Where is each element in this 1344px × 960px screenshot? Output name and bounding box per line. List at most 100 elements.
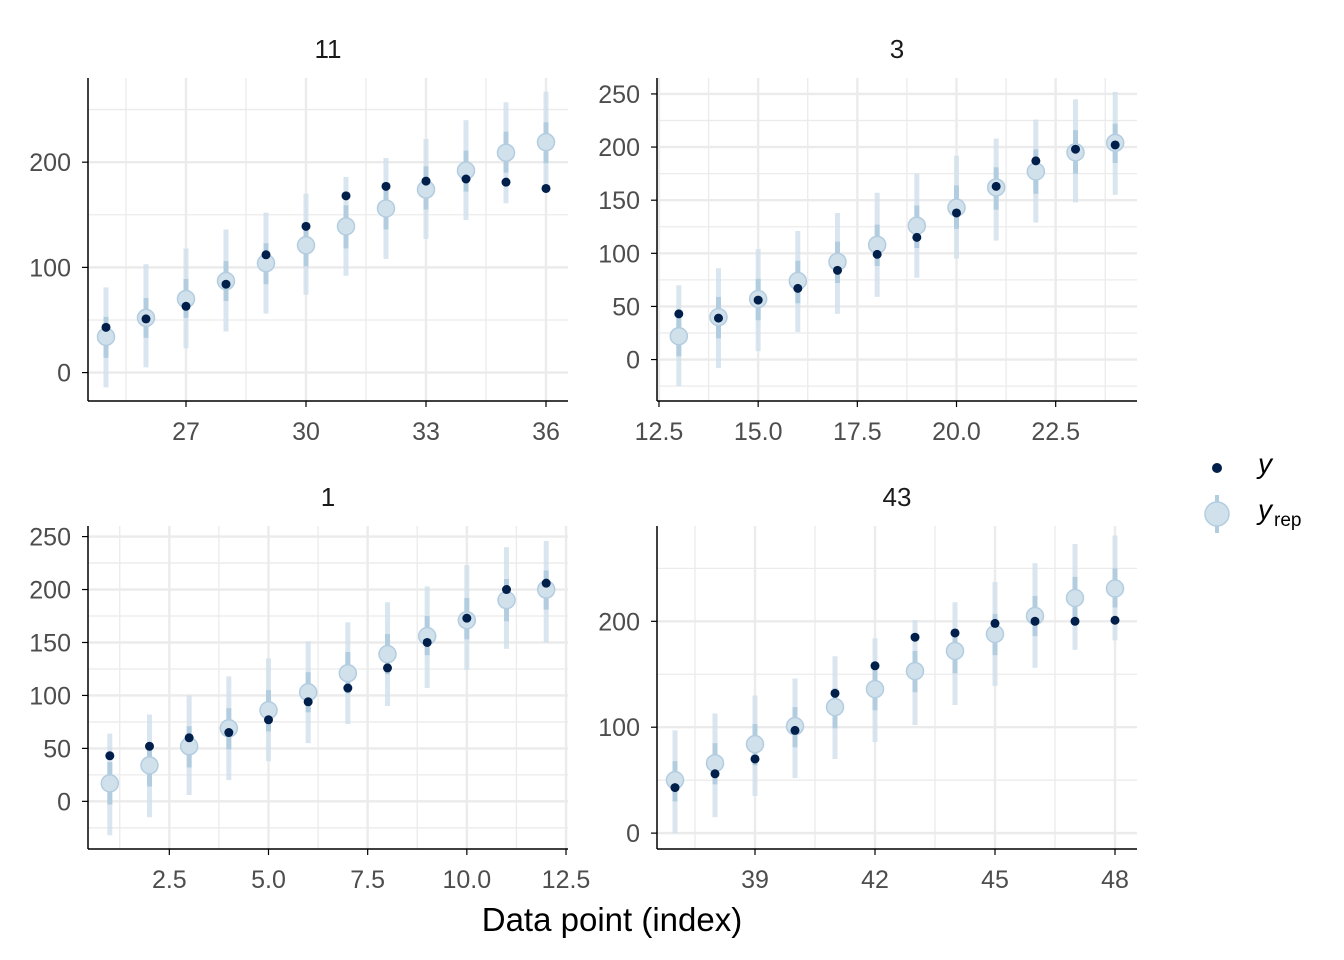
y-observed-point <box>910 632 920 642</box>
yrep-median-point <box>669 326 689 346</box>
y-tick-label: 250 <box>29 524 71 552</box>
panel-title: 11 <box>315 34 342 64</box>
yrep-median-point <box>905 661 925 681</box>
y-observed-point <box>990 618 1000 628</box>
y-observed-point <box>422 637 432 647</box>
y-tick-label: 0 <box>57 788 71 816</box>
yrep-median-point <box>378 644 397 664</box>
x-tick-label: 33 <box>412 418 440 446</box>
y-observed-point <box>991 181 1001 191</box>
y-observed-point <box>303 697 313 707</box>
x-tick-label: 17.5 <box>833 418 882 446</box>
y-observed-point <box>541 578 551 588</box>
data-marks <box>665 535 1125 834</box>
y-observed-point <box>1070 616 1080 626</box>
legend: y y rep <box>1204 448 1301 533</box>
y-observed-point <box>1030 616 1040 626</box>
y-tick-label: 150 <box>598 187 640 215</box>
legend-y-label: y <box>1256 448 1274 479</box>
y-tick-label: 100 <box>598 714 640 742</box>
y-observed-point <box>753 295 763 305</box>
y-observed-point <box>832 265 842 275</box>
legend-y-swatch <box>1212 463 1222 473</box>
x-tick-label: 27 <box>172 418 200 446</box>
legend-yrep-base: y <box>1256 494 1274 525</box>
y-observed-point <box>750 754 760 764</box>
panel-title: 1 <box>321 482 335 512</box>
yrep-median-point <box>536 132 556 152</box>
y-observed-point <box>144 741 154 751</box>
yrep-median-point <box>376 199 396 218</box>
y-observed-point <box>261 250 271 260</box>
y-observed-point <box>1110 615 1120 625</box>
yrep-median-point <box>497 590 516 610</box>
y-tick-label: 100 <box>29 254 71 282</box>
y-observed-point <box>793 283 803 293</box>
y-tick-label: 200 <box>29 577 71 605</box>
yrep-median-point <box>985 624 1005 644</box>
y-observed-point <box>105 751 115 761</box>
legend-yrep-label: y rep <box>1256 494 1301 531</box>
y-tick-label: 50 <box>612 293 640 321</box>
y-tick-label: 100 <box>598 240 640 268</box>
yrep-median-point <box>1105 579 1125 598</box>
x-tick-label: 12.5 <box>542 866 591 894</box>
y-observed-point <box>674 309 684 319</box>
y-observed-point <box>184 733 194 743</box>
y-observed-point <box>670 783 680 793</box>
grid <box>88 78 568 401</box>
y-tick-label: 150 <box>29 629 71 657</box>
y-observed-point <box>221 279 231 289</box>
data-marks <box>669 91 1125 387</box>
x-tick-label: 48 <box>1101 866 1129 894</box>
panel-title: 43 <box>883 482 912 512</box>
legend-yrep-sub: rep <box>1274 510 1301 531</box>
y-tick-label: 0 <box>57 360 71 388</box>
grid <box>657 526 1137 849</box>
y-observed-point <box>502 585 512 595</box>
yrep-median-point <box>1026 162 1046 181</box>
y-observed-point <box>713 313 723 323</box>
x-axis-label: Data point (index) <box>482 901 742 938</box>
yrep-median-point <box>336 217 356 236</box>
x-tick-label: 5.0 <box>251 866 286 894</box>
y-observed-point <box>383 663 393 673</box>
y-observed-point <box>224 728 234 738</box>
yrep-median-point <box>338 663 358 683</box>
x-tick-label: 22.5 <box>1031 418 1080 446</box>
y-tick-label: 200 <box>598 134 640 162</box>
yrep-median-point <box>496 143 516 162</box>
yrep-median-point <box>825 697 845 717</box>
x-tick-label: 30 <box>292 418 320 446</box>
x-tick-label: 20.0 <box>932 418 981 446</box>
yrep-median-point <box>296 236 316 255</box>
panel-title: 3 <box>890 34 904 64</box>
y-tick-label: 200 <box>598 608 640 636</box>
x-tick-label: 45 <box>981 866 1009 894</box>
yrep-median-point <box>907 216 927 235</box>
grid <box>657 78 1137 401</box>
y-observed-point <box>1110 140 1120 150</box>
y-observed-point <box>381 181 391 191</box>
data-marks <box>96 91 556 388</box>
y-observed-point <box>710 769 720 779</box>
y-observed-point <box>830 688 840 698</box>
yrep-median-point <box>945 641 965 661</box>
panel-3: 3 12.5 15.0 17.5 20.0 22.5 0 50 100 150 200 250 <box>598 34 1137 446</box>
panel-11: 11 27 30 33 36 0 100 200 <box>29 34 568 446</box>
yrep-median-point <box>865 679 885 699</box>
y-observed-point <box>872 249 882 259</box>
y-observed-point <box>501 177 511 187</box>
y-observed-point <box>101 322 111 332</box>
y-tick-label: 250 <box>598 81 640 109</box>
x-tick-label: 2.5 <box>152 866 187 894</box>
y-tick-label: 100 <box>29 682 71 710</box>
yrep-median-point <box>745 734 765 754</box>
y-tick-label: 0 <box>626 820 640 848</box>
y-observed-point <box>1031 156 1041 166</box>
x-tick-label: 10.0 <box>443 866 492 894</box>
y-observed-point <box>950 628 960 638</box>
panel-43: 43 39 42 45 48 0 100 200 <box>598 482 1137 894</box>
